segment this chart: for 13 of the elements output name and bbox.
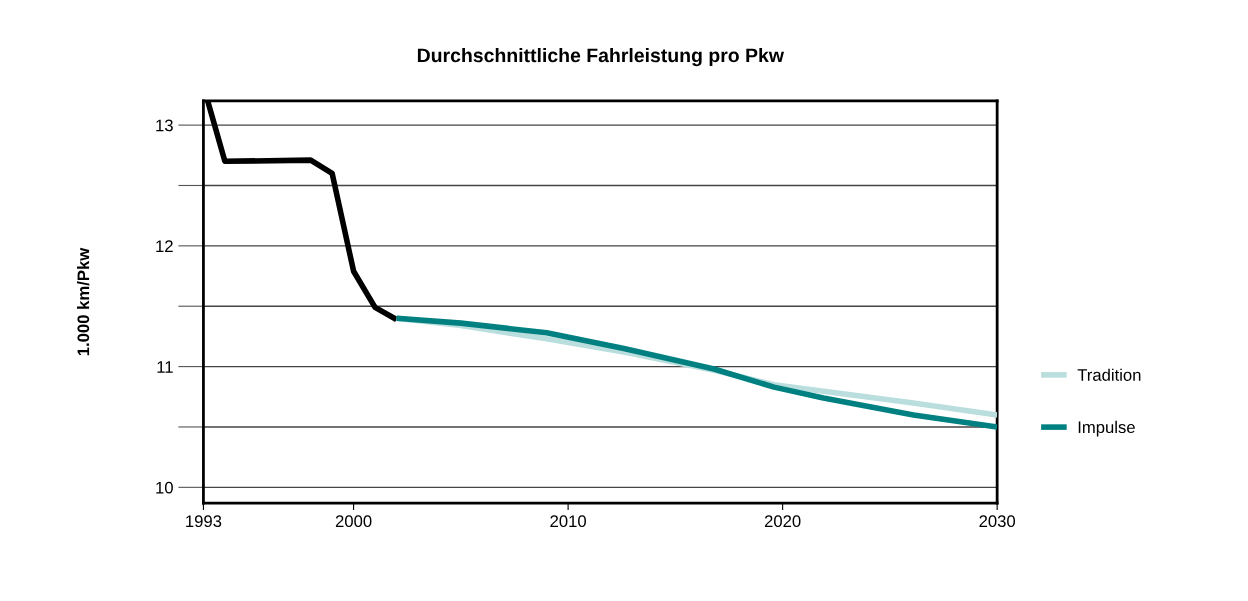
legend-label: Tradition <box>1077 368 1141 381</box>
chart-title: Durchschnittliche Fahrleistung pro Pkw <box>417 47 785 67</box>
y-axis-title: 1.000 km/Pkw <box>76 247 90 356</box>
y-tick-label: 13 <box>156 119 173 132</box>
y-tick-label: 12 <box>156 240 173 252</box>
y-tick-label: 11 <box>157 361 173 373</box>
x-tick-label: 1993 <box>186 515 222 528</box>
legend-label: Impulse <box>1078 420 1135 437</box>
x-tick-label: 2010 <box>550 515 586 528</box>
x-tick-label: 2030 <box>979 515 1016 528</box>
y-tick-label: 10 <box>156 481 173 494</box>
x-tick-label: 2000 <box>335 515 372 528</box>
x-tick-label: 2020 <box>764 515 801 528</box>
